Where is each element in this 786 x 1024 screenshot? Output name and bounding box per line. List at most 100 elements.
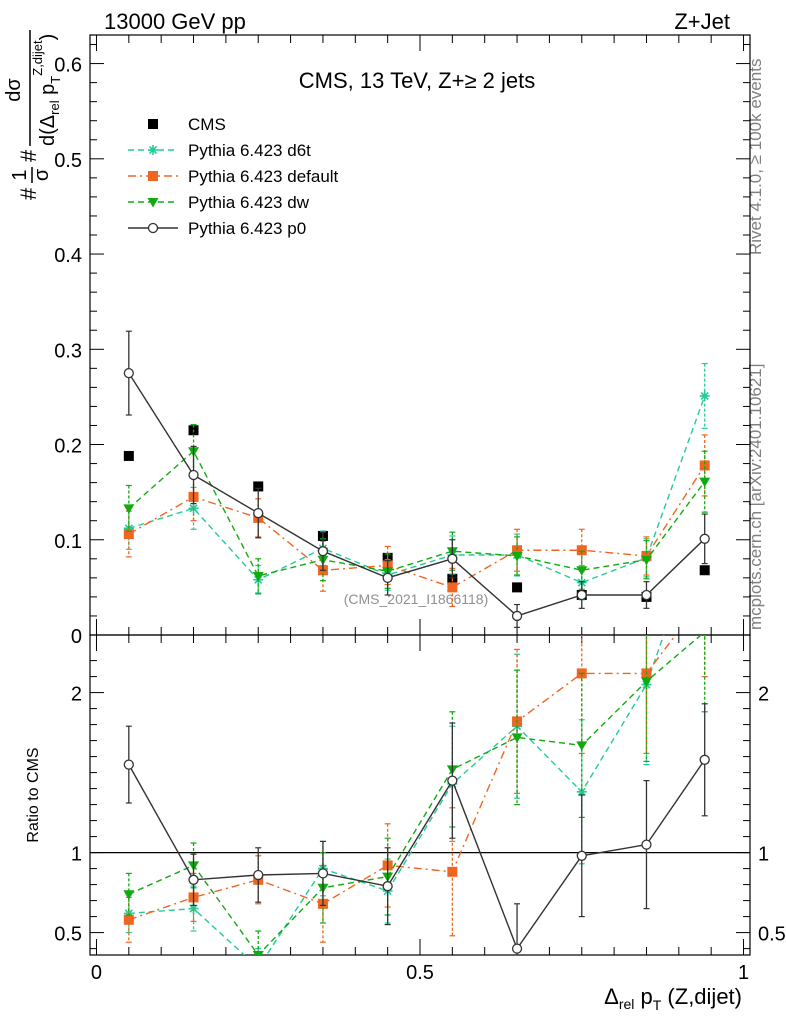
legend-label-2: Pythia 6.423 default (188, 167, 339, 186)
ratio-line-0 (128, 635, 665, 955)
main-point (512, 545, 523, 556)
legend-entry-0: CMS (148, 115, 226, 134)
main-series-1 (123, 362, 710, 601)
energy-label: 13000 GeV pp (104, 9, 246, 34)
ylabel-sigma: σ (31, 168, 53, 181)
ratio-point (640, 677, 652, 687)
main-line-3 (128, 450, 706, 577)
ratio-yticks: 0.5 0.5 1 1 2 2 (54, 660, 786, 950)
ratio-xtick-label-2: 1 (738, 962, 749, 984)
ylabel-one: 1 (9, 169, 31, 180)
main-point (511, 551, 523, 562)
main-ytick-label-1: 0.2 (54, 436, 82, 458)
watermark: (CMS_2021_I1866118) (344, 591, 489, 607)
ratio-point (641, 839, 652, 850)
main-point (699, 533, 710, 544)
ratio-ytick-label-0: 0.5 (54, 924, 82, 946)
ratio-point (253, 869, 264, 881)
ratio-series (123, 592, 710, 973)
main-point (123, 450, 134, 461)
main-series (123, 330, 711, 628)
main-line-1 (128, 395, 706, 584)
legend-marker-0 (148, 119, 158, 129)
legend-label-4: Pythia 6.423 p0 (188, 219, 306, 238)
main-ytick-label-3: 0.4 (54, 245, 82, 267)
main-ylabel: # 1 σ # dσ d(Δrel pTZ,dijet) (3, 30, 63, 200)
main-point (699, 390, 710, 401)
main-point (512, 582, 523, 593)
ratio-xtick-label-0: 0 (91, 962, 102, 984)
main-series-0 (123, 425, 710, 602)
ratio-point (447, 866, 458, 877)
ratio-xticks: 0 0.5 1 (91, 635, 749, 984)
main-line-4 (128, 372, 706, 617)
main-ytick-label-5: 0.6 (54, 55, 82, 77)
main-point (699, 565, 710, 576)
legend-entry-1: Pythia 6.423 d6t (128, 141, 311, 160)
ratio-point (511, 733, 523, 743)
main-panel: 0.1 0.2 0.3 0.4 0.5 0.6 0 CMS, 13 TeV, Z+≥ 2 j… (54, 34, 751, 648)
ylabel-frac-1: # (16, 187, 41, 200)
legend-entry-3: Pythia 6.423 dw (128, 193, 310, 212)
ratio-point (703, 635, 707, 638)
ratio-ytick-label-right-2: 2 (758, 684, 769, 706)
ratio-point (576, 850, 587, 861)
ratio-point (188, 874, 199, 885)
rivet-label: Rivet 4.1.0, ≥ 100k events (746, 59, 765, 255)
main-point (123, 367, 134, 379)
ratio-ytick-label-right-0: 0.5 (758, 924, 786, 946)
legend-label-0: CMS (188, 115, 226, 134)
legend-label-3: Pythia 6.423 dw (188, 193, 310, 212)
ratio-panel: 0.5 0.51 12 2 0 0.5 1 Ratio to CMS (25, 592, 786, 984)
main-series-4 (123, 330, 710, 628)
ratio-series-2 (123, 635, 708, 955)
main-point (699, 477, 711, 488)
main-point (123, 529, 134, 540)
ylabel-denominator: d(Δrel pTZ,dijet) (30, 34, 63, 146)
ratio-point (511, 943, 523, 954)
legend-marker-1 (148, 145, 158, 155)
process-label: Z+Jet (674, 9, 730, 34)
mcplots-label: mcplots.cern.ch [arXiv:2401.10621] (746, 364, 765, 630)
ratio-point (576, 786, 587, 797)
main-point (317, 546, 329, 557)
main-ytick-label-0: 0.1 (54, 531, 82, 553)
main-point (576, 589, 587, 601)
ratio-frame (89, 634, 751, 956)
main-point (382, 572, 393, 584)
main-ytick-label-2: 0.3 (54, 340, 82, 362)
ratio-point (123, 759, 134, 770)
main-ytick-label-6: 0 (71, 626, 82, 648)
ratio-line-1 (128, 635, 677, 921)
ratio-point (447, 775, 458, 786)
ylabel-hash-2: # (16, 149, 41, 162)
legend-entry-4: Pythia 6.423 p0 (128, 219, 306, 238)
ratio-point (700, 592, 710, 602)
main-series-2 (123, 434, 710, 608)
main-point (447, 582, 458, 593)
main-point (188, 469, 199, 481)
ratio-ytick-label-1: 1 (71, 844, 82, 866)
main-point (640, 555, 652, 566)
legend-entry-2: Pythia 6.423 default (128, 167, 339, 186)
legend-marker-4 (147, 222, 159, 234)
legend-marker-2 (148, 171, 158, 181)
main-yticks: 0.1 0.2 0.3 0.4 0.5 0.6 0 (54, 44, 750, 648)
ratio-point (253, 963, 263, 973)
legend-marker-3 (147, 198, 159, 208)
ratio-xtick-label-1: 0.5 (406, 962, 434, 984)
main-point (253, 507, 264, 519)
ratio-ytick-label-2: 2 (71, 684, 82, 706)
ratio-ytick-label-right-1: 1 (758, 844, 769, 866)
ratio-point (576, 741, 588, 751)
main-point (576, 545, 587, 556)
main-line-2 (128, 465, 706, 589)
ratio-point (123, 914, 134, 925)
ylabel-dsigma: dσ (3, 78, 25, 102)
main-point (699, 460, 710, 471)
legend: CMS Pythia 6.423 d6t Pythia 6.423 default P… (128, 115, 339, 238)
main-point (576, 566, 588, 576)
ratio-line-2 (128, 635, 703, 955)
main-title: CMS, 13 TeV, Z+≥ 2 jets (299, 68, 535, 93)
